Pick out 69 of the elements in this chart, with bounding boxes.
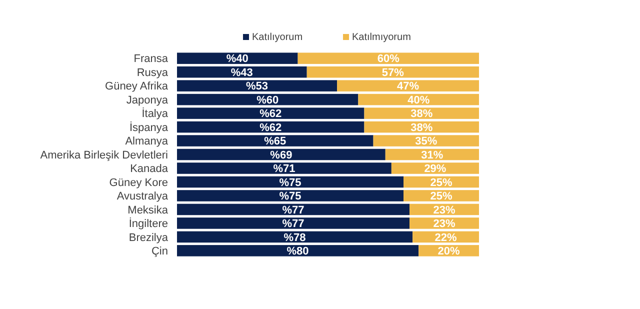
bar bbox=[298, 52, 479, 64]
data-label: %75 bbox=[279, 190, 302, 203]
data-label: 25% bbox=[430, 190, 452, 203]
bar bbox=[358, 94, 479, 106]
data-label: 23% bbox=[433, 218, 456, 230]
data-label: %62 bbox=[260, 122, 282, 134]
data-label: 31% bbox=[421, 149, 444, 162]
data-label: 38% bbox=[410, 108, 433, 120]
y-tick-label: Amerika Birleşik Devletleri bbox=[40, 149, 168, 162]
bar bbox=[177, 231, 413, 243]
y-tick-label: Rusya bbox=[136, 66, 169, 79]
data-label: 57% bbox=[382, 66, 404, 79]
data-label: 25% bbox=[430, 176, 452, 189]
bar bbox=[177, 190, 404, 202]
legend-label: Katılıyorum bbox=[252, 32, 303, 43]
data-label: %71 bbox=[273, 163, 296, 176]
data-label: %62 bbox=[260, 108, 282, 120]
y-tick-label: Avustralya bbox=[116, 190, 169, 203]
bar bbox=[373, 135, 479, 146]
y-tick-label: İngiltere bbox=[128, 217, 168, 230]
bar bbox=[177, 245, 419, 256]
data-label: %77 bbox=[282, 204, 304, 216]
y-tick-label: Güney Afrika bbox=[105, 80, 169, 93]
y-tick-label: İspanya bbox=[129, 120, 169, 134]
data-label: %80 bbox=[286, 246, 309, 258]
y-tick-label: Almanya bbox=[125, 136, 169, 148]
data-label: %75 bbox=[279, 176, 302, 189]
data-label: 60% bbox=[377, 53, 400, 66]
bar bbox=[177, 204, 410, 216]
bar bbox=[177, 94, 358, 106]
data-label: 40% bbox=[408, 94, 430, 106]
data-label: %53 bbox=[246, 80, 268, 93]
bar bbox=[177, 66, 307, 78]
y-tick-label: Brezilya bbox=[128, 232, 169, 244]
y-tick-label: Güney Kore bbox=[109, 176, 168, 189]
data-label: %77 bbox=[282, 218, 304, 230]
bar bbox=[177, 218, 410, 229]
bar bbox=[177, 176, 404, 188]
data-label: 23% bbox=[433, 204, 456, 216]
data-label: 38% bbox=[410, 122, 433, 134]
data-label: %78 bbox=[284, 232, 306, 244]
y-tick-label: Japonya bbox=[126, 94, 169, 106]
bar bbox=[177, 162, 392, 174]
data-label: 35% bbox=[415, 136, 438, 148]
bar bbox=[306, 66, 479, 78]
bar bbox=[391, 162, 479, 174]
y-tick-label: Kanada bbox=[130, 163, 169, 176]
data-label: %43 bbox=[230, 66, 253, 79]
bar bbox=[364, 108, 479, 119]
y-tick-label: Meksika bbox=[128, 204, 169, 216]
bar bbox=[177, 108, 364, 119]
y-tick-label: İtalya bbox=[142, 107, 169, 120]
data-label: %69 bbox=[270, 149, 292, 162]
data-label: %60 bbox=[256, 94, 279, 106]
bar bbox=[177, 148, 386, 160]
data-label: %40 bbox=[226, 53, 248, 66]
y-tick-label: Fransa bbox=[134, 53, 169, 66]
bar bbox=[177, 135, 374, 146]
bar bbox=[177, 52, 298, 64]
data-label: %65 bbox=[264, 136, 286, 148]
legend-label: Katılmıyorum bbox=[352, 32, 411, 43]
data-label: 20% bbox=[438, 246, 460, 258]
bar bbox=[177, 80, 338, 92]
data-label: 47% bbox=[397, 80, 420, 93]
data-label: 22% bbox=[434, 232, 457, 244]
y-tick-label: Çin bbox=[151, 246, 168, 258]
bar bbox=[337, 80, 479, 92]
bar bbox=[177, 121, 364, 133]
data-label: 29% bbox=[424, 163, 446, 176]
